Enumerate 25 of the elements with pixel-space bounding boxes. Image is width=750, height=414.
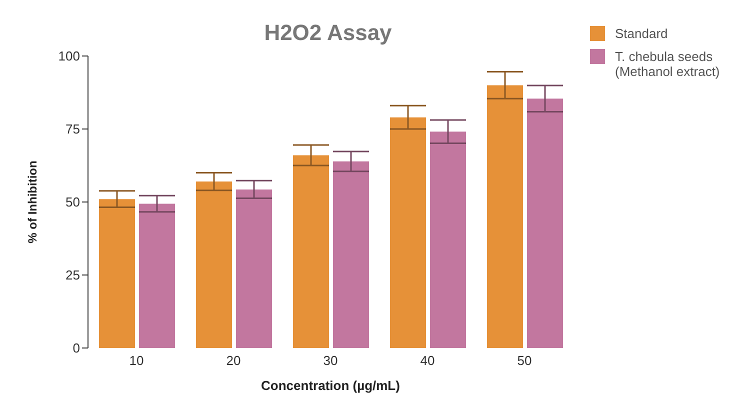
bar	[333, 161, 369, 348]
chart-title: H2O2 Assay	[263, 20, 393, 46]
bar	[390, 117, 426, 348]
bar	[99, 199, 135, 348]
x-tick-label: 20	[226, 353, 241, 368]
y-tick-label: 75	[66, 122, 80, 137]
y-tick-label: 50	[66, 194, 80, 210]
x-tick-label: 30	[323, 353, 338, 368]
x-tick-label: 50	[517, 353, 532, 368]
bar	[430, 132, 466, 348]
bar	[236, 189, 272, 348]
legend-label: Standard	[615, 26, 669, 41]
x-tick-label: 10	[129, 353, 144, 368]
legend-label: T. chebula seeds (Methanol extract)	[615, 49, 721, 79]
bar	[487, 85, 523, 348]
bar	[139, 204, 175, 348]
x-tick-label: 40	[420, 353, 435, 368]
bar	[196, 182, 232, 348]
y-tick-label: 100	[58, 48, 80, 64]
x-axis-title: Concentration (µg/mL)	[261, 378, 400, 393]
bar	[293, 155, 329, 348]
y-tick-label: 0	[72, 340, 80, 356]
bar	[527, 98, 563, 348]
y-axis-title: % of Inhibition	[25, 160, 40, 244]
y-tick-label: 25	[66, 268, 80, 283]
